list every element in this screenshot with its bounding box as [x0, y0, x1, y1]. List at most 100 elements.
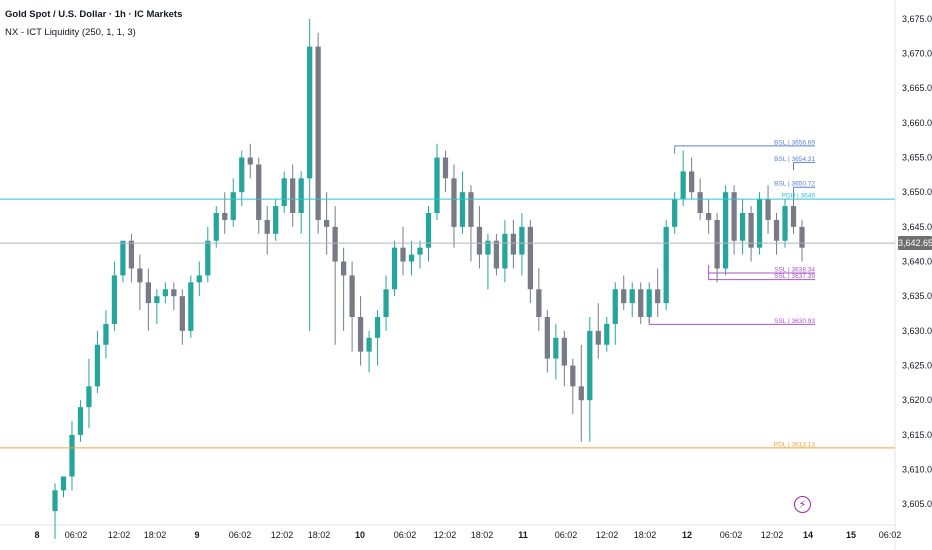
- candle-up: [425, 213, 432, 248]
- indicator-label[interactable]: NX - ICT Liquidity (250, 1, 1, 3): [5, 27, 136, 38]
- candle-down: [451, 178, 457, 227]
- candle-down: [315, 46, 321, 220]
- candle-down: [731, 192, 737, 241]
- time-tick-label: 9: [194, 530, 199, 540]
- candle-up: [756, 199, 763, 248]
- candle-up: [77, 407, 84, 435]
- candle-down: [128, 240, 135, 269]
- candle-down: [400, 247, 406, 262]
- candle-down: [442, 157, 449, 179]
- candle-down: [468, 192, 474, 227]
- time-tick-label: 15: [846, 530, 856, 540]
- pdh-level-label: PDH | 3649: [782, 193, 816, 200]
- ssl-level-label: SSL | 3637.39: [774, 273, 815, 280]
- candle-down: [527, 226, 533, 290]
- price-tick-label: 3,645.00: [902, 222, 932, 232]
- candle-up: [154, 296, 160, 304]
- price-tick-label: 3,615.00: [902, 430, 932, 440]
- candle-up: [366, 337, 372, 352]
- candle-up: [417, 247, 423, 255]
- candle-down: [638, 289, 644, 317]
- time-tick-label: 10: [355, 530, 365, 540]
- price-tick-label: 3,630.00: [902, 326, 932, 336]
- time-tick-label: 14: [803, 530, 813, 540]
- candle-up: [86, 386, 92, 408]
- candle-up: [60, 476, 67, 491]
- candle-down: [324, 219, 330, 227]
- current-price-badge: 3,642.65: [898, 236, 932, 251]
- time-tick-label: 06:02: [879, 530, 902, 540]
- candle-down: [799, 226, 805, 248]
- price-tick-label: 3,665.00: [902, 83, 932, 93]
- price-tick-label: 3,670.00: [902, 49, 932, 59]
- ssl-level-label: SSL | 3630.93: [774, 318, 815, 325]
- candle-up: [383, 289, 389, 317]
- candle-down: [544, 317, 550, 359]
- price-tick-label: 3,635.00: [902, 291, 932, 301]
- ssl-level-label: SSL | 3638.34: [774, 267, 815, 274]
- candle-down: [790, 206, 797, 227]
- candle-up: [213, 213, 219, 241]
- lightning-icon[interactable]: ⚡: [794, 496, 811, 513]
- candle-up: [52, 490, 58, 512]
- candle-down: [357, 317, 364, 352]
- candle-down: [222, 213, 228, 220]
- candle-down: [570, 365, 576, 387]
- candle-up: [196, 275, 202, 283]
- candle-up: [672, 199, 678, 227]
- candle-up: [239, 157, 245, 193]
- candle-up: [273, 206, 279, 234]
- time-tick-label: 06:02: [229, 530, 252, 540]
- candle-up: [162, 289, 168, 297]
- symbol-title: Gold Spot / U.S. Dollar · 1h · IC Market…: [5, 9, 183, 20]
- candle-up: [519, 226, 525, 255]
- candle-down: [493, 240, 500, 269]
- candle-up: [459, 192, 466, 227]
- bsl-level-label: BSL | 3650.72: [774, 181, 815, 188]
- price-tick-label: 3,620.00: [902, 395, 932, 405]
- candle-down: [290, 178, 296, 213]
- candle-up: [502, 233, 508, 269]
- time-tick-label: 8: [34, 530, 39, 540]
- candle-up: [612, 289, 618, 324]
- candle-down: [349, 275, 355, 317]
- candle-up: [663, 226, 669, 304]
- candle-down: [705, 213, 712, 220]
- candle-up: [739, 213, 746, 241]
- candle-down: [256, 164, 262, 220]
- candle-up: [485, 240, 491, 255]
- candle-up: [391, 247, 398, 290]
- time-tick-label: 12: [682, 530, 692, 540]
- candle-up: [646, 289, 652, 317]
- candle-up: [111, 275, 118, 324]
- time-tick-label: 18:02: [471, 530, 494, 540]
- candle-down: [765, 199, 771, 220]
- time-tick-label: 12:02: [108, 530, 131, 540]
- time-tick-label: 06:02: [555, 530, 578, 540]
- candle-down: [561, 337, 567, 366]
- candle-down: [510, 233, 517, 255]
- candle-down: [264, 219, 270, 234]
- candle-up: [307, 46, 313, 179]
- time-tick-label: 11: [518, 530, 528, 540]
- price-tick-label: 3,675.00: [902, 14, 932, 24]
- candle-down: [145, 282, 152, 304]
- candle-down: [714, 219, 720, 269]
- time-tick-label: 12:02: [434, 530, 457, 540]
- time-tick-label: 12:02: [596, 530, 619, 540]
- candle-down: [340, 261, 347, 276]
- time-tick-label: 18:02: [308, 530, 331, 540]
- candle-up: [205, 240, 211, 276]
- candle-down: [655, 289, 661, 304]
- candle-up: [94, 344, 101, 387]
- candle-up: [120, 240, 126, 276]
- candle-down: [476, 226, 483, 255]
- candle-up: [374, 317, 381, 338]
- candle-up: [69, 434, 75, 477]
- candle-down: [578, 386, 584, 401]
- bsl-level-label: BSL | 3654.31: [774, 156, 815, 163]
- price-tick-label: 3,660.00: [902, 118, 932, 128]
- candle-down: [171, 289, 177, 297]
